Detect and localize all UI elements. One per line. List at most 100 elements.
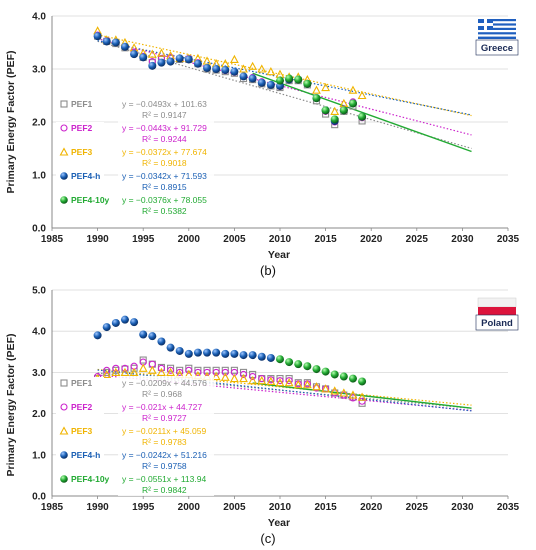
x-tick-label: 1990 [86,234,109,245]
point-pef4-h [148,332,157,341]
point-pef3 [302,380,312,389]
point-pef2 [358,397,366,405]
legend-backdrop [56,449,104,462]
point-pef2 [212,368,220,376]
legend-backdrop [56,170,104,183]
legend-label-pef3: PEF3 [71,426,93,436]
x-tick-label: 2010 [269,234,292,245]
point-pef4-h [193,348,202,357]
point-pef3 [239,373,248,383]
y-tick-label: 0.0 [32,492,46,503]
legend-marker-pef2 [60,124,68,132]
point-pef3 [229,54,239,64]
point-pef4-10y [358,112,367,121]
equation-backdrop [118,193,214,217]
point-pef4-h [230,349,239,358]
chart-poland: 0.0 1.0 2.0 3.0 4.0 5.0 1985 1990 1995 2000 2005 2… [5,286,520,547]
point-pef2 [249,372,257,381]
point-pef4-h [93,331,102,340]
equation-backdrop [118,121,214,145]
panel-caption: (b) [260,263,276,278]
legend-label-pef2: PEF2 [71,123,93,133]
equation-backdrop [118,472,214,496]
point-pef1 [139,356,147,364]
y-tick-label: 2.0 [32,118,46,129]
trendline-pef2 [97,374,472,412]
trendline-pef3 [97,34,472,117]
legend-marker-pef1 [60,379,68,387]
legend-marker-pef1 [60,100,68,108]
x-tick-label: 1990 [86,502,109,513]
x-tick-label: 2025 [406,234,429,245]
fit-equation-pef2: y = −0.0443x + 91.729 [122,123,207,133]
point-pef4-10y [285,74,294,83]
x-axis-title: Year [268,517,290,529]
point-pef1 [230,366,238,374]
point-pef4-h [248,351,257,360]
point-pef4-h [239,72,248,81]
x-tick-label: 2030 [451,234,474,245]
y-tick-label: 2.0 [32,409,46,420]
point-pef1 [276,375,284,383]
legend-label-pef4-h: PEF4-h [71,450,100,460]
point-pef4-h [230,67,239,76]
point-pef3 [157,367,166,376]
legend-backdrop [56,194,104,207]
legend-marker-pef4-10y [60,475,68,483]
x-tick-label: 2035 [497,234,520,245]
fit-r2-pef4-h: R² = 0.8915 [142,182,187,192]
y-tick-label: 3.0 [32,368,46,379]
point-pef2 [276,377,284,385]
x-tick-label: 2000 [178,502,201,513]
x-axis-title: Year [268,249,290,261]
point-pef4-h [193,59,202,68]
trendline-pef1 [97,372,472,409]
point-pef3 [147,365,157,374]
point-pef4-10y [276,355,284,364]
legend-backdrop [56,473,104,486]
fit-equation-pef3: y = −0.0372x + 77.674 [122,147,207,157]
equation-backdrop [118,400,214,424]
point-pef4-h [157,337,166,346]
fit-r2-pef1: R² = 0.9147 [142,110,187,120]
poland-flag-badge: Poland [475,297,519,331]
y-tick-label: 5.0 [32,286,46,297]
y-axis-title: Primary Energy Factor (PEF) [5,51,17,194]
panel-caption: (c) [260,531,275,546]
point-pef3 [129,367,139,376]
trendline-pef2 [97,38,472,136]
point-pef3 [211,371,221,381]
point-pef3 [339,388,349,397]
fit-equation-pef1: y = −0.0493x + 101.63 [122,99,207,109]
x-tick-label: 2005 [223,502,246,513]
fit-r2-pef2: R² = 0.9727 [142,413,187,423]
equation-backdrop [118,145,214,169]
legend-label-pef3: PEF3 [71,147,93,157]
point-pef2 [221,368,229,376]
y-tick-label: 4.0 [32,12,46,23]
legend-label-pef2: PEF2 [71,402,93,412]
point-pef4-h [139,330,148,339]
point-pef3 [321,82,331,92]
point-pef3 [293,380,303,389]
greece-flag-badge: Greece [475,19,519,56]
point-pef3 [239,64,248,73]
point-pef4-h [239,351,248,360]
point-pef4-h [130,318,139,327]
point-pef3 [248,375,258,385]
point-pef4-h [139,53,148,62]
point-pef1 [176,366,184,374]
y-tick-label: 0.0 [32,224,46,235]
point-pef3 [248,61,258,70]
point-pef3 [330,106,340,115]
point-pef4-10y [294,360,303,369]
point-pef4-h [175,54,184,63]
point-pef4-h [166,343,175,352]
point-pef4-h [203,348,212,357]
legend-backdrop [56,425,104,438]
point-pef1 [130,364,138,372]
point-pef2 [112,364,120,372]
point-pef3 [102,369,112,379]
legend-label-pef1: PEF1 [71,378,93,388]
